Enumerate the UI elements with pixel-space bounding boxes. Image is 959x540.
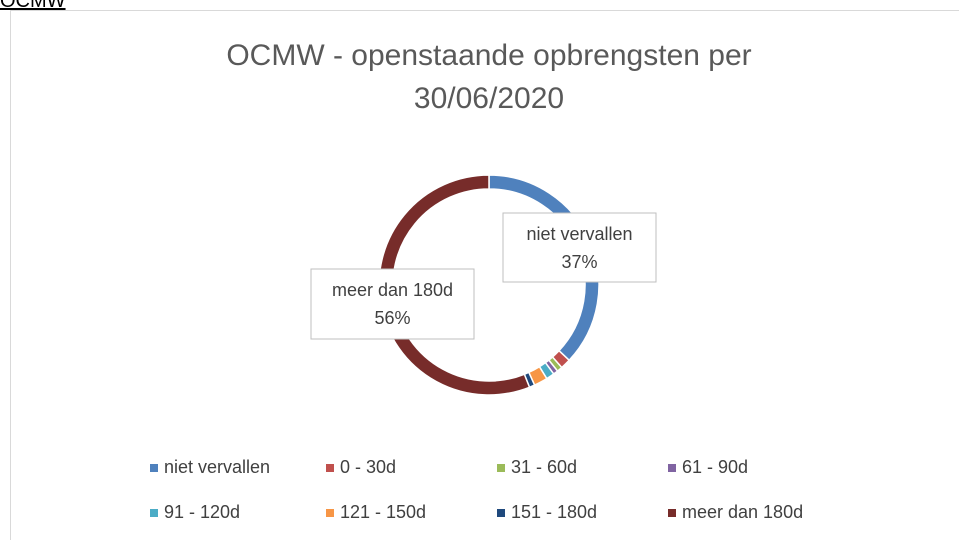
data-label-category: niet vervallen bbox=[526, 224, 632, 244]
legend-swatch bbox=[668, 464, 676, 472]
legend-label: 91 - 120d bbox=[164, 502, 240, 522]
legend-label: 61 - 90d bbox=[682, 457, 748, 477]
chart-title: OCMW - openstaande opbrengsten per 30/06… bbox=[226, 39, 752, 115]
chart-frame bbox=[10, 10, 959, 540]
legend-label: 0 - 30d bbox=[340, 457, 396, 477]
legend-label: 121 - 150d bbox=[340, 502, 426, 522]
data-label-box bbox=[310, 268, 475, 340]
data-label: 37% bbox=[561, 252, 597, 272]
data-label-category: meer dan 180d bbox=[332, 280, 453, 300]
legend-swatch bbox=[326, 464, 334, 472]
legend-label: 151 - 180d bbox=[511, 502, 597, 522]
legend-label: 31 - 60d bbox=[511, 457, 577, 477]
legend-swatch bbox=[497, 464, 505, 472]
legend-swatch bbox=[668, 509, 676, 517]
legend-swatch bbox=[326, 509, 334, 517]
legend-swatch bbox=[150, 464, 158, 472]
data-label-box bbox=[502, 212, 657, 283]
legend-label: niet vervallen bbox=[164, 457, 270, 477]
legend-label: meer dan 180d bbox=[682, 502, 803, 522]
legend-swatch bbox=[150, 509, 158, 517]
legend-swatch bbox=[497, 509, 505, 517]
doughnut-slice bbox=[378, 174, 531, 396]
page-header: OCMW bbox=[0, 0, 66, 12]
data-label: 56% bbox=[374, 308, 410, 328]
